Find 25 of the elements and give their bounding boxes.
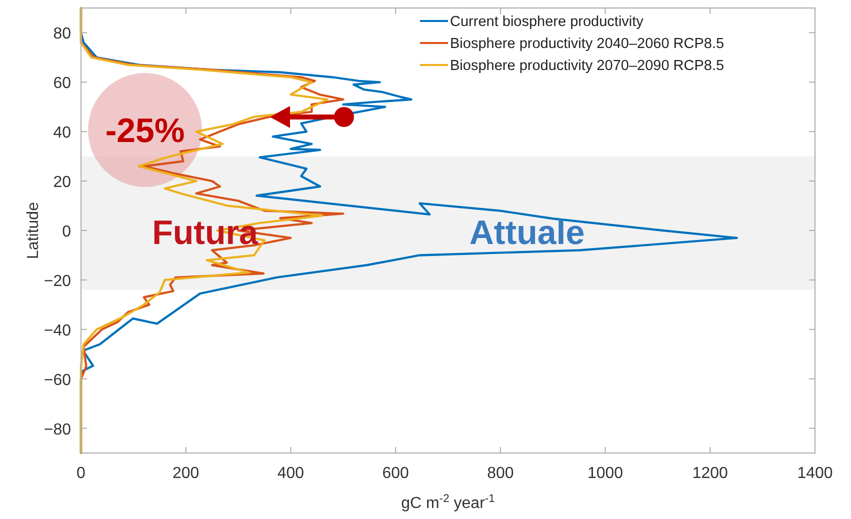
y-tick-label: −60 (44, 372, 72, 389)
y-axis-title: Latitude (25, 202, 42, 259)
y-tick-label: 60 (53, 75, 72, 92)
x-tick-label: 1200 (692, 465, 728, 482)
legend-label: Biosphere productivity 2040–2060 RCP8.5 (450, 36, 724, 52)
y-tick-label: −80 (44, 421, 72, 438)
x-tick-label: 1000 (587, 465, 624, 482)
y-tick-label: −40 (44, 322, 72, 340)
legend-label: Current biosphere productivity (450, 14, 644, 30)
x-tick-label: 1400 (797, 465, 833, 482)
y-tick-label: 0 (62, 224, 72, 240)
x-axis-title: gC m$^{-2}$ year$^{-1}$ (401, 493, 495, 512)
y-tick-label: 80 (53, 26, 72, 43)
y-tick-label: 40 (53, 124, 72, 142)
x-tick-label: 200 (172, 465, 200, 482)
annotation: -25% (105, 112, 185, 150)
y-tick-label: −20 (44, 272, 72, 290)
x-tick-label: 600 (382, 465, 410, 482)
x-tick-label: 800 (487, 465, 514, 482)
y-tick-label: 20 (53, 174, 72, 192)
annotation: Attuale (469, 214, 585, 252)
annotation: Futura (152, 214, 259, 252)
legend-label: Biosphere productivity 2070–2090 RCP8.5 (450, 58, 724, 74)
x-tick-label: 0 (76, 465, 86, 482)
x-tick-label: 400 (277, 465, 304, 482)
